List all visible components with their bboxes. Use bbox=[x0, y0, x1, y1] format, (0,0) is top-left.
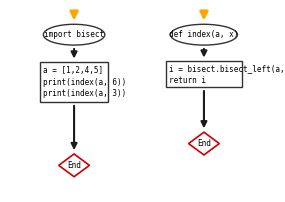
Ellipse shape bbox=[43, 24, 105, 45]
Ellipse shape bbox=[170, 24, 237, 45]
Text: a = [1,2,4,5]
print(index(a, 6))
print(index(a, 3)): a = [1,2,4,5] print(index(a, 6)) print(i… bbox=[43, 66, 127, 99]
Text: End: End bbox=[67, 161, 81, 170]
Text: def index(a, x): def index(a, x) bbox=[169, 30, 239, 39]
Text: i = bisect.bisect_left(a, x)
return i: i = bisect.bisect_left(a, x) return i bbox=[169, 64, 285, 85]
Bar bbox=[166, 61, 242, 87]
Polygon shape bbox=[189, 132, 219, 155]
Bar bbox=[40, 62, 108, 102]
Text: End: End bbox=[197, 139, 211, 148]
Polygon shape bbox=[59, 154, 89, 177]
Text: import bisect: import bisect bbox=[44, 30, 104, 39]
